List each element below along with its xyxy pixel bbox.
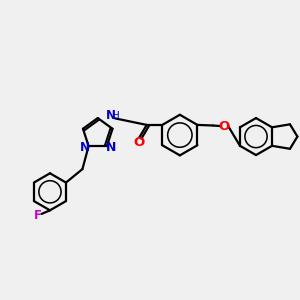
Text: F: F (33, 209, 41, 222)
Text: N: N (106, 109, 116, 122)
Text: O: O (219, 120, 230, 133)
Text: O: O (134, 136, 145, 149)
Text: H: H (112, 111, 120, 121)
Text: N: N (106, 141, 116, 154)
Text: N: N (80, 141, 89, 154)
